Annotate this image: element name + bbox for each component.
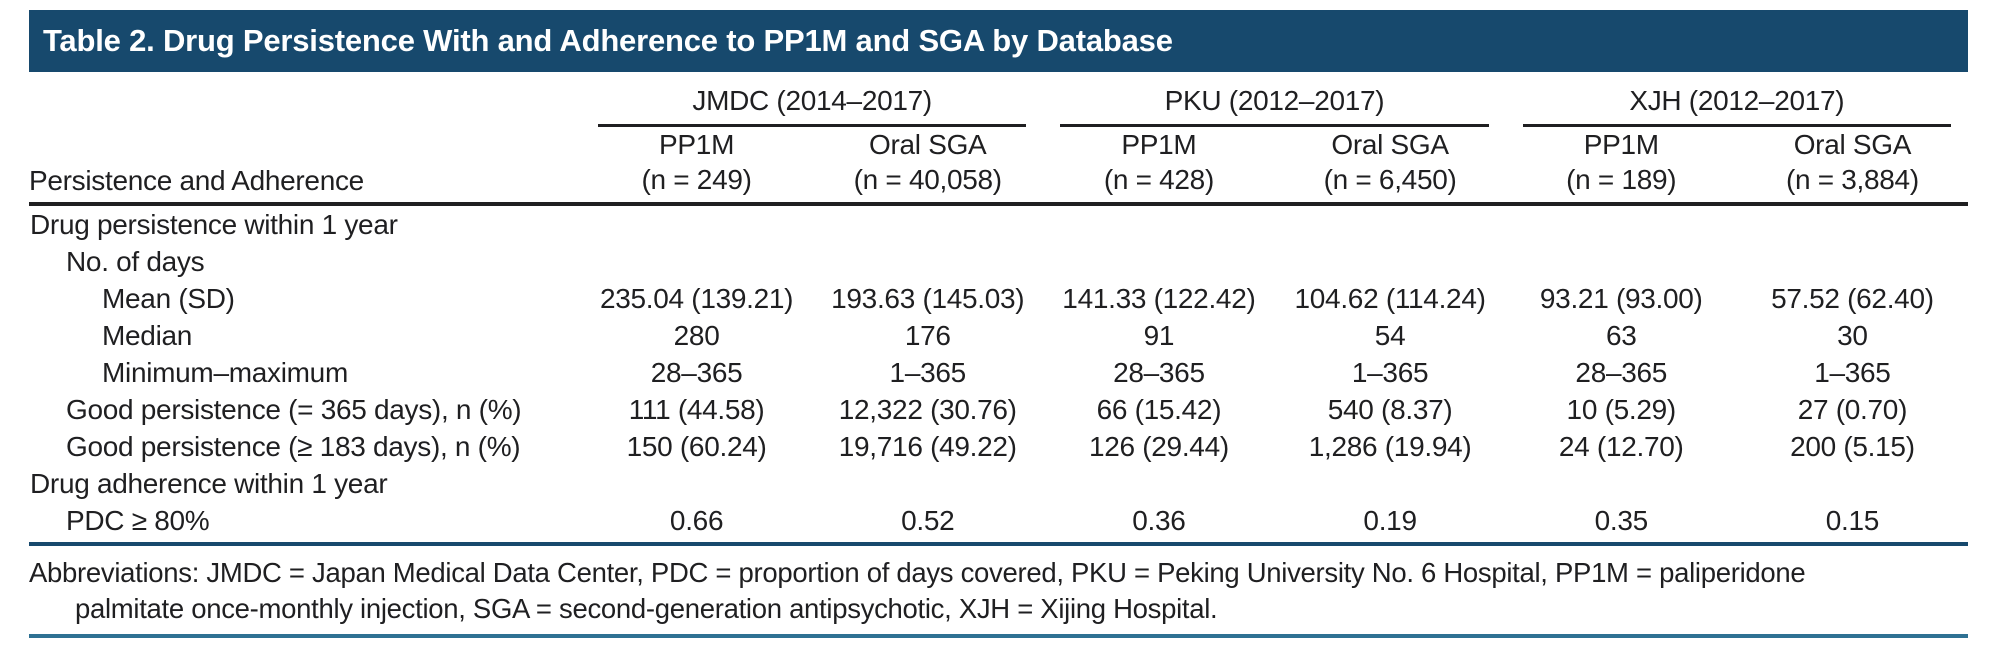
table-row: No. of days — [29, 243, 1968, 280]
table-row: PDC ≥ 80% 0.66 0.52 0.36 0.19 0.35 0.15 — [29, 502, 1968, 539]
cell-value: 150 (60.24) — [626, 430, 767, 462]
footnote-top-rule — [29, 542, 1968, 546]
cell-value: 540 (8.37) — [1327, 393, 1453, 425]
footnote-line: palmitate once-monthly injection, SGA = … — [75, 593, 1218, 624]
table-title-bar: Table 2. Drug Persistence With and Adher… — [29, 10, 1968, 72]
group-label: XJH (2012–2017) — [1522, 85, 1951, 127]
cell-value: 1–365 — [889, 356, 967, 388]
row-label: Drug adherence within 1 year — [30, 467, 388, 499]
cell-value: 91 — [1143, 319, 1175, 351]
cell-value: 200 (5.15) — [1790, 430, 1915, 462]
column-drug: Oral SGA — [869, 129, 987, 160]
header-group-row: JMDC (2014–2017) PKU (2012–2017) XJH (20… — [29, 85, 1968, 127]
column-header: Oral SGA (n = 40,058) — [812, 127, 1043, 197]
column-drug: PP1M — [1583, 129, 1659, 160]
cell-value: 176 — [904, 319, 951, 351]
column-n: (n = 249) — [641, 164, 752, 195]
cell-value: 0.35 — [1594, 504, 1649, 536]
row-label: Good persistence (≥ 183 days), n (%) — [66, 430, 521, 462]
column-header: PP1M (n = 249) — [581, 127, 812, 197]
table-row: Mean (SD) 235.04 (139.21) 193.63 (145.03… — [29, 280, 1968, 317]
cell-value: 28–365 — [650, 356, 743, 388]
cell-value: 104.62 (114.24) — [1294, 282, 1486, 314]
table-bottom-rule — [29, 634, 1968, 638]
abbreviations-footnote: Abbreviations: JMDC = Japan Medical Data… — [29, 546, 1968, 627]
cell-value: 30 — [1837, 319, 1868, 351]
cell-value: 1,286 (19.94) — [1308, 430, 1472, 462]
cell-value: 24 (12.70) — [1558, 430, 1684, 462]
cell-value: 0.15 — [1825, 504, 1880, 536]
cell-value: 54 — [1374, 319, 1406, 351]
table-row: Good persistence (≥ 183 days), n (%) 150… — [29, 428, 1968, 465]
cell-value: 19,716 (49.22) — [838, 430, 1017, 462]
cell-value: 93.21 (93.00) — [1539, 282, 1703, 314]
column-header: PP1M (n = 189) — [1506, 127, 1737, 197]
cell-value: 111 (44.58) — [628, 393, 765, 425]
cell-value: 1–365 — [1351, 356, 1429, 388]
group-label: JMDC (2014–2017) — [598, 85, 1027, 127]
cell-value: 28–365 — [1575, 356, 1668, 388]
column-header: PP1M (n = 428) — [1043, 127, 1274, 197]
cell-value: 0.36 — [1132, 504, 1186, 536]
column-n: (n = 428) — [1103, 164, 1214, 195]
column-n: (n = 3,884) — [1785, 164, 1919, 195]
column-n: (n = 40,058) — [853, 164, 1002, 195]
cell-value: 280 — [673, 319, 720, 351]
table-row-section: Drug adherence within 1 year — [29, 465, 1968, 502]
row-label: Good persistence (= 365 days), n (%) — [66, 393, 522, 425]
column-group-xjh: XJH (2012–2017) — [1506, 85, 1968, 127]
cell-value: 12,322 (30.76) — [838, 393, 1017, 425]
table-row-section: Drug persistence within 1 year — [29, 206, 1968, 243]
cell-value: 57.52 (62.40) — [1771, 282, 1934, 314]
column-group-jmdc: JMDC (2014–2017) — [581, 85, 1043, 127]
cell-value: 0.52 — [901, 504, 955, 536]
column-group-pku: PKU (2012–2017) — [1043, 85, 1505, 127]
cell-value: 141.33 (122.42) — [1062, 282, 1256, 314]
row-label: Mean (SD) — [102, 282, 235, 314]
column-header: Oral SGA (n = 3,884) — [1737, 127, 1968, 197]
row-label: Drug persistence within 1 year — [30, 208, 398, 240]
stub-header: Persistence and Adherence — [29, 165, 364, 196]
cell-value: 28–365 — [1113, 356, 1205, 388]
group-label: PKU (2012–2017) — [1060, 85, 1489, 127]
table-body: Drug persistence within 1 year No. of da… — [29, 206, 1968, 539]
row-label: PDC ≥ 80% — [66, 504, 210, 536]
table-figure: Table 2. Drug Persistence With and Adher… — [29, 10, 1968, 638]
table-row: Good persistence (= 365 days), n (%) 111… — [29, 391, 1968, 428]
cell-value: 0.19 — [1363, 504, 1417, 536]
table-row: Median 280 176 91 54 63 30 — [29, 317, 1968, 354]
column-drug: PP1M — [1121, 129, 1197, 160]
stub-spacer — [29, 85, 581, 127]
column-header: Oral SGA (n = 6,450) — [1275, 127, 1506, 197]
row-label: Minimum–maximum — [102, 356, 348, 388]
cell-value: 63 — [1605, 319, 1637, 351]
table-row: Minimum–maximum 28–365 1–365 28–365 1–36… — [29, 354, 1968, 391]
column-drug: Oral SGA — [1331, 129, 1449, 160]
column-drug: PP1M — [659, 129, 735, 160]
cell-value: 1–365 — [1814, 356, 1891, 388]
column-drug: Oral SGA — [1793, 129, 1912, 160]
row-label: Median — [102, 319, 193, 351]
cell-value: 27 (0.70) — [1797, 393, 1908, 425]
table-title: Table 2. Drug Persistence With and Adher… — [43, 23, 1173, 58]
cell-value: 0.66 — [669, 504, 724, 536]
footnote-line: Abbreviations: JMDC = Japan Medical Data… — [29, 557, 1806, 588]
cell-value: 10 (5.29) — [1566, 393, 1677, 425]
row-label: No. of days — [66, 245, 205, 277]
column-n: (n = 189) — [1566, 164, 1677, 195]
header-column-row: Persistence and Adherence PP1M (n = 249)… — [29, 127, 1968, 206]
cell-value: 235.04 (139.21) — [599, 282, 794, 314]
column-n: (n = 6,450) — [1323, 164, 1457, 195]
cell-value: 126 (29.44) — [1088, 430, 1229, 462]
cell-value: 193.63 (145.03) — [831, 282, 1025, 314]
cell-value: 66 (15.42) — [1096, 393, 1222, 425]
